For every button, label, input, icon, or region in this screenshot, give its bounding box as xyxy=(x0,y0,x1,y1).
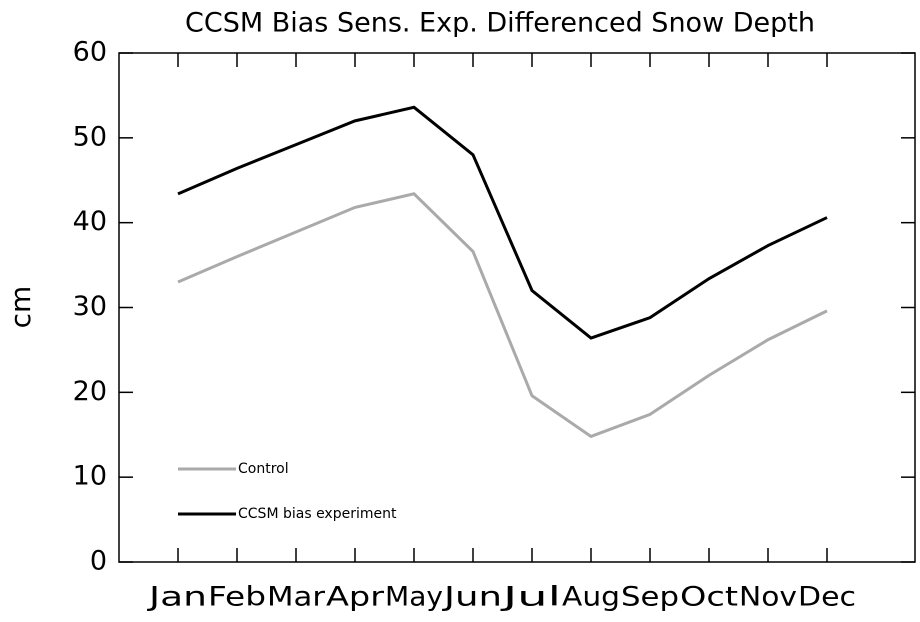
x-tick-label: Mar xyxy=(267,582,326,613)
x-tick-label: Feb xyxy=(208,582,266,613)
x-tick-label: Apr xyxy=(326,582,385,613)
x-tick-label: Jul xyxy=(499,582,561,613)
y-tick-label: 60 xyxy=(73,37,107,68)
x-tick-label: Dec xyxy=(798,582,856,613)
y-tick-label: 0 xyxy=(90,546,107,577)
y-tick-label: 20 xyxy=(73,376,107,407)
x-tick-label: Jan xyxy=(146,582,207,613)
x-tick-label: Aug xyxy=(562,582,620,613)
y-tick-label: 50 xyxy=(73,121,107,152)
x-tick-label: Nov xyxy=(739,582,797,613)
y-tick-label: 30 xyxy=(73,291,107,322)
chart-title: CCSM Bias Sens. Exp. Differenced Snow De… xyxy=(185,8,815,39)
x-tick-label: Jun xyxy=(441,582,502,613)
x-tick-label: Sep xyxy=(621,582,679,613)
x-tick-label: May xyxy=(385,582,443,613)
series-line xyxy=(177,192,828,439)
y-tick-label: 10 xyxy=(73,461,107,492)
x-tick-label: Oct xyxy=(680,582,738,613)
y-tick-label: 40 xyxy=(73,206,107,237)
legend-label: CCSM bias experiment xyxy=(238,506,397,522)
y-axis-label: cm xyxy=(4,286,37,329)
series-line xyxy=(177,105,828,340)
plot-frame xyxy=(118,52,916,563)
legend-label: Control xyxy=(238,461,289,477)
